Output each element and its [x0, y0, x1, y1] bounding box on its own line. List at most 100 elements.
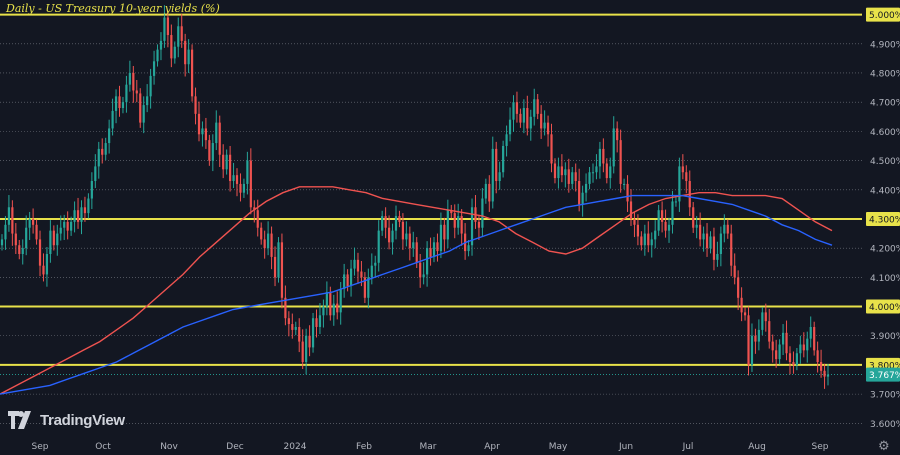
- candle-body: [42, 265, 45, 275]
- candle-body: [526, 108, 529, 129]
- candle-body: [45, 253, 49, 275]
- candle-body: [553, 163, 557, 179]
- candle-body: [211, 143, 214, 161]
- candle-body: [118, 96, 121, 109]
- candle-body: [239, 183, 242, 193]
- candle-body: [826, 374, 830, 377]
- candle-body: [76, 210, 80, 222]
- candle-body: [7, 207, 11, 225]
- candle-body: [429, 248, 432, 257]
- candle-body: [101, 148, 104, 155]
- time-axis[interactable]: Sep Oct Nov Dec 2024 Feb Mar Apr May Jun Jul Aug Sep: [32, 442, 829, 452]
- candle-body: [813, 326, 816, 351]
- candle-body: [519, 113, 522, 123]
- candle-body: [135, 90, 138, 94]
- candle-body: [235, 175, 239, 184]
- candle-body: [508, 119, 512, 135]
- candle-body: [121, 102, 125, 109]
- candle-body: [712, 236, 716, 260]
- candle-body: [664, 221, 667, 231]
- candle-body: [387, 227, 391, 243]
- candle-body: [460, 216, 463, 234]
- candle-body: [152, 61, 156, 76]
- candle-body: [63, 221, 66, 228]
- candle-body: [52, 230, 55, 246]
- candle-body: [733, 265, 736, 278]
- candle-body: [816, 350, 819, 363]
- candle-body: [643, 233, 646, 246]
- candle-body: [674, 201, 678, 203]
- candle-body: [781, 332, 785, 345]
- candle-body: [671, 201, 674, 225]
- candle-body: [495, 148, 498, 182]
- moving-average-lines: [0, 186, 833, 395]
- candle-body: [546, 122, 550, 135]
- candle-body: [584, 183, 588, 193]
- candle-body: [49, 230, 52, 254]
- candle-body: [540, 113, 543, 129]
- candle-body: [564, 169, 567, 176]
- y-tick-label: 4.800%: [870, 69, 900, 79]
- level-label: 4.300%: [869, 215, 900, 225]
- candle-body: [87, 198, 90, 214]
- level-label: 3.800%: [869, 361, 900, 371]
- candle-body: [484, 183, 487, 199]
- candle-body: [415, 242, 418, 263]
- y-tick-label: 4.900%: [870, 40, 900, 50]
- candle-body: [260, 227, 263, 240]
- x-tick-label: Jul: [682, 442, 694, 452]
- candle-body: [80, 207, 83, 222]
- candle-body: [353, 259, 356, 269]
- candle-body: [394, 216, 398, 231]
- y-tick-label: 4.200%: [870, 245, 900, 255]
- candle-body: [761, 312, 764, 330]
- candle-body: [567, 169, 570, 184]
- candle-body: [574, 172, 577, 182]
- candle-body: [719, 233, 722, 254]
- candle-body: [32, 218, 35, 225]
- candle-body: [163, 17, 166, 41]
- candle-body: [439, 224, 443, 252]
- candle-body: [571, 172, 574, 184]
- candle-body: [218, 122, 221, 155]
- candle-body: [336, 303, 339, 313]
- candle-body: [785, 332, 788, 354]
- candle-body: [294, 326, 297, 330]
- candle-body: [595, 166, 598, 173]
- tradingview-logo[interactable]: TradingView: [8, 411, 125, 429]
- candle-body: [201, 128, 204, 135]
- candle-body: [412, 242, 415, 249]
- candle-body: [757, 329, 760, 342]
- candle-body: [578, 181, 581, 205]
- candle-body: [159, 40, 163, 50]
- candle-body: [25, 227, 28, 249]
- candle-body: [70, 221, 73, 231]
- candle-body: [695, 224, 698, 228]
- y-tick-label: 4.400%: [870, 186, 900, 196]
- x-tick-label: Apr: [484, 442, 500, 452]
- candle-body: [799, 344, 802, 354]
- candle-body: [622, 183, 626, 185]
- candle-body: [291, 324, 294, 330]
- candle-body: [823, 370, 826, 377]
- candle-body: [398, 216, 401, 222]
- candle-body: [737, 277, 740, 298]
- candle-body: [149, 75, 152, 97]
- price-axis[interactable]: 3.600% 3.700% 3.800% 3.900% 4.000% 4.100% 4.20…: [866, 7, 900, 430]
- candle-body: [802, 344, 805, 351]
- candle-body: [215, 122, 218, 144]
- candle-body: [349, 268, 353, 287]
- candle-body: [270, 233, 273, 257]
- candle-body: [422, 274, 425, 278]
- candle-body: [249, 160, 252, 208]
- candle-body: [588, 172, 591, 184]
- gear-icon[interactable]: ⚙: [878, 439, 890, 454]
- candle-body: [94, 166, 97, 182]
- candle-body: [443, 224, 446, 240]
- candle-body: [591, 172, 595, 174]
- candle-body: [768, 321, 771, 342]
- candle-body: [166, 17, 169, 36]
- candle-body: [139, 93, 142, 123]
- candle-body: [104, 143, 107, 155]
